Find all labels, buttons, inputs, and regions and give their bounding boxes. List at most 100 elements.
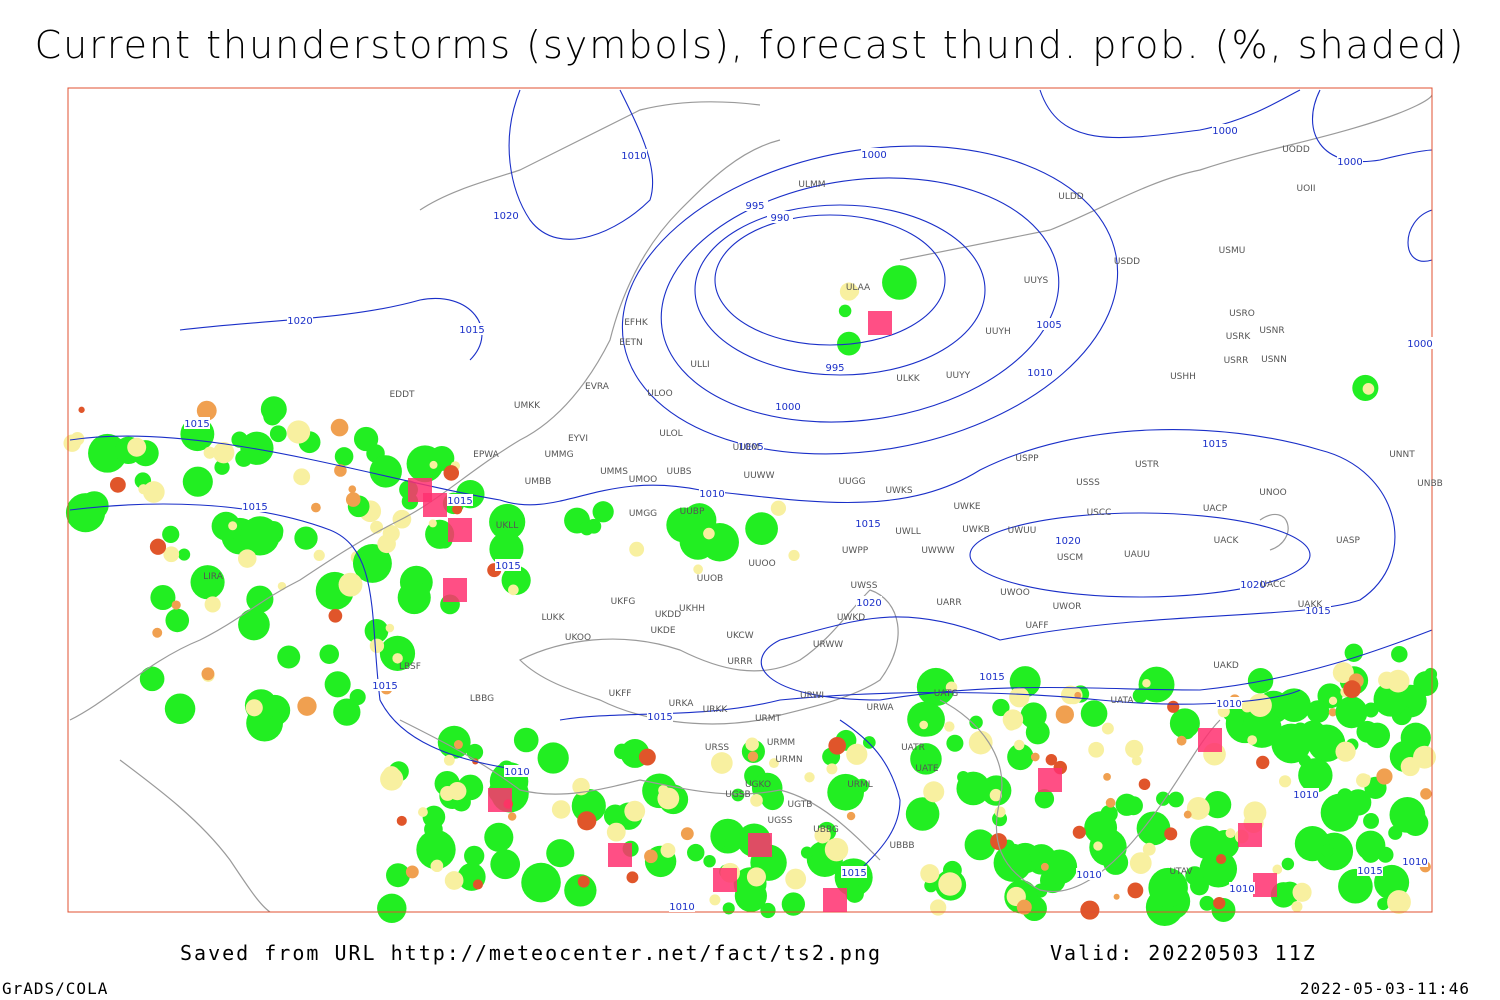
prob-yellow [163, 546, 180, 563]
station-code: USSS [1076, 478, 1100, 488]
station-code: UKFF [609, 689, 632, 699]
prob-orange [1164, 827, 1178, 841]
prob-yellow [1362, 383, 1375, 395]
station-code: USPP [1015, 454, 1039, 464]
storm-symbol [1198, 728, 1222, 752]
isobar-label-bg [767, 211, 793, 223]
prob-yellow [392, 653, 403, 664]
prob-green [1277, 688, 1311, 723]
storm-symbol [1253, 873, 1277, 897]
prob-green [165, 608, 190, 633]
isobar [621, 145, 1119, 455]
station-code: UWLL [895, 527, 921, 537]
prob-orange [846, 811, 856, 821]
prob-orange [1328, 708, 1337, 717]
prob-green [1306, 700, 1330, 723]
prob-green [838, 304, 852, 318]
prob-yellow [658, 784, 669, 796]
prob-yellow [846, 743, 868, 765]
station-code: ULOO [647, 389, 672, 399]
station-code: EETN [619, 338, 643, 348]
prob-green [907, 701, 943, 737]
prob-yellow [994, 806, 1006, 818]
prob-orange [747, 751, 759, 762]
station-code: UKOO [565, 633, 591, 643]
prob-orange [1376, 768, 1393, 785]
prob-green [416, 829, 456, 870]
prob-green [437, 725, 471, 759]
isobar-label-bg [861, 148, 887, 160]
prob-yellow [338, 572, 363, 597]
map-labels: 1010 1000 1000 1000 995 990 1020 1020 1015 1005 99… [184, 124, 1443, 913]
prob-yellow [1248, 693, 1272, 717]
station-code: UARR [936, 598, 961, 608]
storm-symbol [713, 868, 737, 892]
station-code: UAKK [1298, 600, 1324, 610]
isobar-label: 1015 [1305, 606, 1330, 617]
prob-green [397, 581, 431, 615]
prob-yellow [703, 527, 715, 540]
prob-yellow [750, 794, 763, 807]
prob-green [882, 265, 917, 300]
prob-yellow [1247, 735, 1258, 745]
prob-yellow [203, 446, 216, 459]
station-code: UUBS [667, 467, 692, 477]
station-code: UWKS [885, 486, 912, 496]
isobar-label: 1020 [493, 211, 518, 222]
prob-green [484, 822, 514, 852]
station-code: UNBB [1417, 479, 1443, 489]
prob-green [1084, 811, 1118, 845]
station-code: UKDE [650, 626, 675, 636]
prob-green [993, 843, 1032, 882]
prob-green [1169, 708, 1200, 739]
isobar-label-bg [1036, 318, 1062, 330]
isobar-label-bg [1055, 534, 1081, 546]
isobar-label-bg [504, 765, 530, 777]
prob-yellow [768, 758, 779, 769]
prob-green [1189, 876, 1209, 896]
prob-green [992, 698, 1010, 717]
storm-symbol [748, 833, 772, 857]
prob-yellow [443, 754, 455, 766]
station-code: UGKO [745, 780, 771, 790]
prob-yellow [142, 481, 165, 503]
prob-yellow [624, 800, 646, 822]
prob-green [827, 773, 865, 811]
prob-yellow [508, 584, 519, 596]
isobar-label-bg [1216, 697, 1242, 709]
prob-orange [1183, 810, 1192, 819]
prob-green [190, 565, 225, 600]
prob-green [722, 902, 735, 915]
storm-symbol [408, 478, 432, 502]
coastline [939, 699, 1221, 893]
station-code: UMMS [600, 467, 628, 477]
station-code: UWSS [851, 581, 878, 591]
station-code: UWKD [837, 613, 865, 623]
station-code: USNN [1261, 355, 1287, 365]
station-code: UGSS [768, 816, 793, 826]
prob-green [781, 892, 806, 916]
station-code: UACC [1260, 580, 1285, 590]
prob-yellow [1413, 745, 1436, 769]
prob-orange [452, 504, 463, 515]
thunderstorm-symbols [408, 311, 1277, 912]
prob-orange [507, 812, 517, 821]
prob-green [1156, 791, 1171, 806]
prob-yellow [228, 521, 238, 531]
station-code: UATR [901, 743, 925, 753]
prob-orange [171, 600, 181, 610]
prob-yellow [710, 752, 733, 774]
station-code: LBBG [470, 694, 494, 704]
storm-symbol [1238, 823, 1262, 847]
isobar [660, 177, 1060, 423]
prob-green [745, 512, 778, 545]
prob-yellow [1243, 801, 1267, 825]
station-code: URWI [800, 691, 824, 701]
isobar-label: 995 [825, 363, 844, 374]
station-code: URKK [703, 705, 729, 715]
prob-green [731, 788, 745, 802]
prob-green [334, 447, 354, 466]
isobar-label: 1015 [841, 868, 866, 879]
prob-green [687, 843, 705, 862]
station-code: ULMM [798, 180, 825, 190]
